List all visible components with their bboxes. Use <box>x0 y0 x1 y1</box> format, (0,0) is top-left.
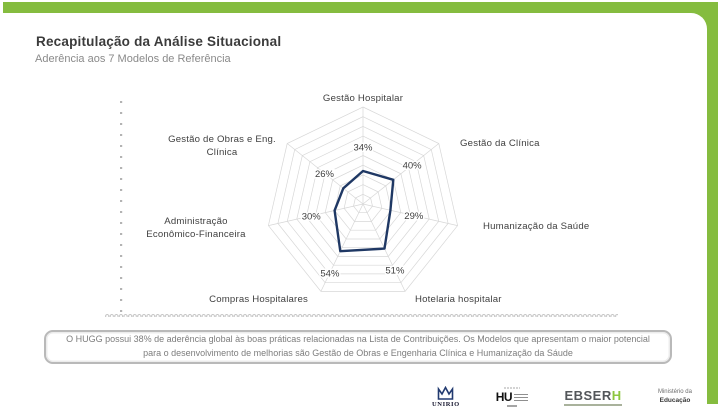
unirio-crown-icon <box>438 386 454 400</box>
radar-grid-ring <box>268 106 458 292</box>
radar-tick-mark <box>120 310 123 312</box>
radar-axis-label: Administração Econômico-Financeira <box>146 216 246 240</box>
radar-grid-ring <box>277 116 449 284</box>
radar-tick-mark <box>120 178 123 180</box>
radar-tick-mark <box>120 123 123 125</box>
radar-tick-mark <box>120 167 123 169</box>
radar-tick-mark <box>120 101 123 103</box>
radar-grid-ring <box>305 145 421 257</box>
radar-tick-mark <box>120 244 123 246</box>
ministry-line2: Educação <box>659 396 691 404</box>
radar-tick-mark <box>120 200 123 202</box>
summary-note-box: O HUGG possui 38% de aderência global às… <box>44 330 672 364</box>
radar-axis-label: Humanização da Saúde <box>483 221 589 232</box>
slide-content: Recapitulação da Análise Situacional Ade… <box>0 13 707 408</box>
radar-axis-label: Compras Hospitalares <box>209 294 308 305</box>
radar-tick-mark <box>120 222 123 224</box>
logo-ebserh: EBSERH <box>564 387 623 406</box>
radar-spoke <box>362 143 440 205</box>
radar-tick-mark <box>120 233 123 235</box>
footer-logos: UNIRIO HU EBSERH Ministério da Educação <box>432 381 692 413</box>
radar-tick-mark <box>120 134 123 136</box>
ebserh-label-suffix: H <box>611 387 622 403</box>
radar-grid-ring <box>343 184 383 222</box>
radar-value-label: 30% <box>302 211 322 222</box>
radar-grid-ring <box>296 135 430 266</box>
hugg-microtext-top <box>503 387 520 390</box>
radar-tick-mark <box>120 156 123 158</box>
radar-tick-mark <box>120 145 123 147</box>
ebserh-label-prefix: EBSER <box>564 387 612 403</box>
page-subtitle: Aderência aos 7 Modelos de Referência <box>35 53 231 65</box>
hugg-microtext-bottom <box>506 405 517 407</box>
radar-spoke <box>286 143 364 205</box>
ministry-line1: Ministério da <box>657 389 692 396</box>
radar-value-label: 34% <box>353 143 373 154</box>
radar-tick-mark <box>120 299 123 301</box>
page-title: Recapitulação da Análise Situacional <box>36 34 282 49</box>
unirio-label: UNIRIO <box>432 401 460 408</box>
hugg-microtext-side <box>514 393 529 401</box>
radar-tick-mark <box>120 189 123 191</box>
logo-ministry: Ministério da Educação <box>658 389 692 405</box>
radar-tick-mark <box>120 211 123 213</box>
radar-value-label: 51% <box>385 266 405 277</box>
radar-series-polygon <box>333 169 395 253</box>
logo-unirio: UNIRIO <box>432 386 460 408</box>
radar-tick-mark <box>120 277 123 279</box>
radar-axis-label: Gestão da Clínica <box>460 138 540 149</box>
radar-axis-label: Hotelaria hospitalar <box>415 294 502 305</box>
radar-grid-ring <box>286 126 440 275</box>
radar-tick-mark <box>120 288 123 290</box>
radar-value-label: 29% <box>404 211 424 222</box>
radar-tick-mark <box>120 255 123 257</box>
divider-squiggle <box>105 312 618 317</box>
radar-spoke <box>320 203 364 292</box>
radar-spoke <box>268 203 364 226</box>
top-accent-bar <box>3 2 718 13</box>
radar-tick-mark <box>120 266 123 268</box>
radar-value-label: 26% <box>315 169 335 180</box>
radar-grid-ring <box>353 193 373 214</box>
radar-chart-svg: 34% 40% 29% 51% 54% 30% 26% Gestão Hospitalar Ge… <box>120 93 589 312</box>
radar-tick-mark <box>120 112 123 114</box>
radar-chart: 34% 40% 29% 51% 54% 30% 26% Gestão Hospitalar Ge… <box>100 88 620 323</box>
summary-note-text: O HUGG possui 38% de aderência global às… <box>66 334 650 358</box>
hugg-label: HU <box>495 390 513 405</box>
radar-spoke <box>362 203 458 226</box>
radar-axis-label: Gestão Hospitalar <box>323 93 404 104</box>
radar-value-label: 54% <box>320 268 340 279</box>
radar-grid-ring <box>324 164 402 240</box>
radar-grid-ring <box>334 174 392 231</box>
radar-value-label: 40% <box>403 160 423 171</box>
radar-axis-label: Gestão de Obras e Eng. Clínica <box>168 134 276 158</box>
right-accent-bar <box>707 2 718 404</box>
radar-grid-ring <box>315 155 411 249</box>
